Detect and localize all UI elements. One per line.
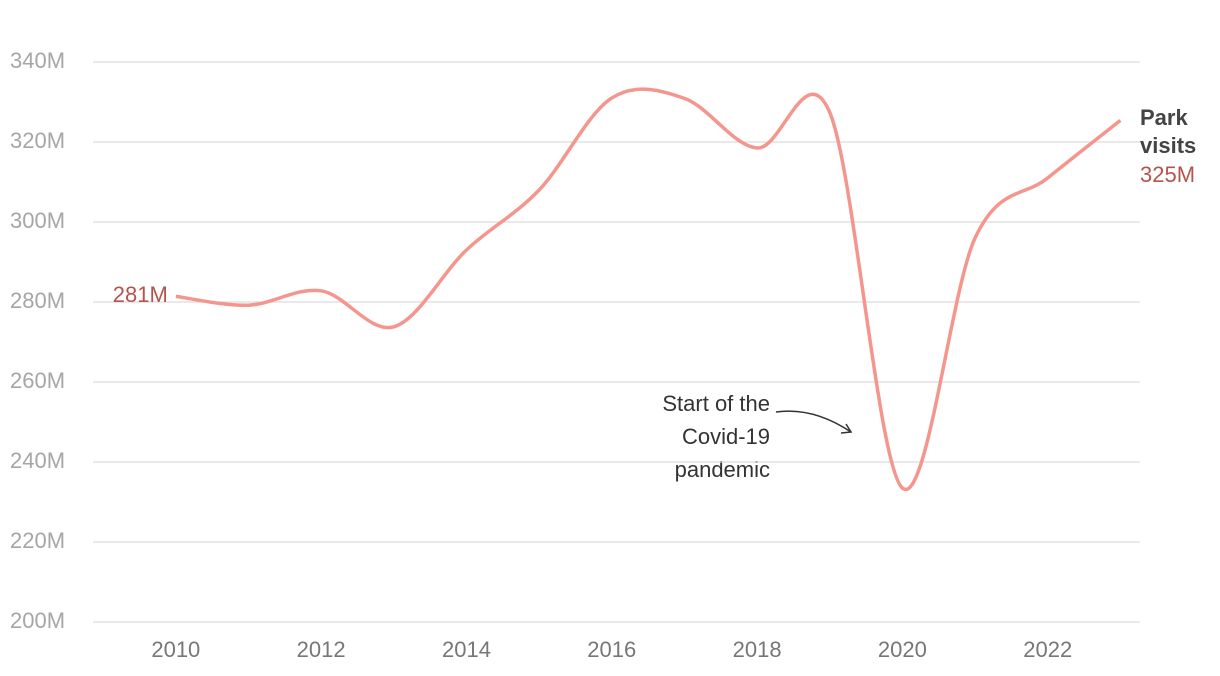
arrow-head — [840, 423, 853, 434]
annotation: pandemic — [675, 457, 770, 482]
y-tick-label: 260M — [10, 368, 65, 393]
series-label: Park visits — [1140, 105, 1196, 158]
x-tick-label: 2014 — [442, 637, 491, 662]
y-tick-label: 340M — [10, 48, 65, 73]
x-tick-label: 2016 — [587, 637, 636, 662]
line — [175, 87, 1122, 492]
y-tick-label: 200M — [10, 608, 65, 633]
annotation: Start of the — [662, 391, 770, 416]
value-label: 325M — [1140, 162, 1195, 187]
x-tick-label: 2012 — [297, 637, 346, 662]
x-tick-label: 2018 — [733, 637, 782, 662]
annotation: Covid-19 — [682, 424, 770, 449]
y-tick-label: 240M — [10, 448, 65, 473]
y-tick-label: 320M — [10, 128, 65, 153]
x-tick-label: 2010 — [151, 637, 200, 662]
y-tick-label: 220M — [10, 528, 65, 553]
value-label: 281M — [113, 282, 168, 307]
x-tick-label: 2022 — [1023, 637, 1072, 662]
y-tick-label: 280M — [10, 288, 65, 313]
x-tick-label: 2020 — [878, 637, 927, 662]
annotation-arrow — [775, 410, 852, 433]
y-tick-label: 300M — [10, 208, 65, 233]
